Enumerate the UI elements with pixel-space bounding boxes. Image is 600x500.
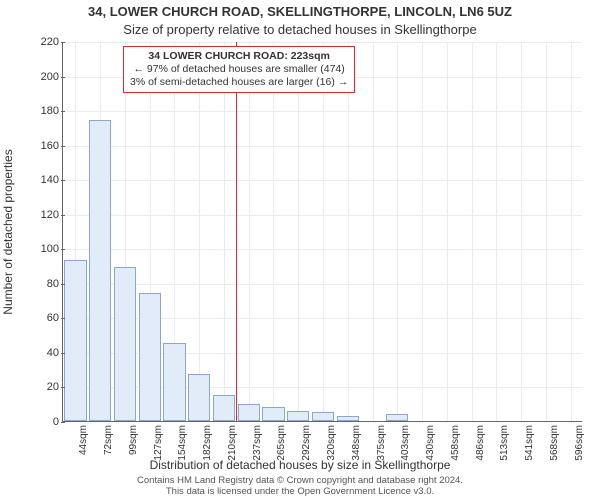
y-axis-label: Number of detached properties xyxy=(1,149,15,314)
x-axis-label: Distribution of detached houses by size … xyxy=(0,458,600,472)
x-tick: 265sqm xyxy=(276,425,287,461)
chart-title-main: 34, LOWER CHURCH ROAD, SKELLINGTHORPE, L… xyxy=(0,4,600,19)
histogram-bar xyxy=(213,395,235,421)
x-tick: 568sqm xyxy=(549,425,560,461)
y-tick: 60 xyxy=(47,312,59,324)
gridline-v xyxy=(224,42,225,421)
histogram-bar xyxy=(188,374,210,421)
gridline-v xyxy=(496,42,497,421)
gridline-v xyxy=(249,42,250,421)
y-tick: 200 xyxy=(41,71,59,83)
y-tick: 20 xyxy=(47,381,59,393)
x-tick: 182sqm xyxy=(202,425,213,461)
histogram-bar xyxy=(287,411,309,421)
histogram-bar xyxy=(139,293,161,421)
x-tick: 154sqm xyxy=(177,425,188,461)
y-tick: 120 xyxy=(41,209,59,221)
x-tick: 292sqm xyxy=(301,425,312,461)
histogram-bar xyxy=(89,120,111,421)
footer-text: Contains HM Land Registry data © Crown c… xyxy=(0,476,600,498)
x-tick: 403sqm xyxy=(400,425,411,461)
histogram-bar xyxy=(337,416,359,421)
x-tick: 541sqm xyxy=(524,425,535,461)
annotation-line-1: 34 LOWER CHURCH ROAD: 223sqm xyxy=(130,50,348,63)
gridline-v xyxy=(373,42,374,421)
chart-container: 34, LOWER CHURCH ROAD, SKELLINGTHORPE, L… xyxy=(0,0,600,500)
gridline-v xyxy=(199,42,200,421)
gridline-v xyxy=(397,42,398,421)
x-tick: 237sqm xyxy=(252,425,263,461)
y-tick: 140 xyxy=(41,174,59,186)
x-tick: 375sqm xyxy=(376,425,387,461)
x-tick: 127sqm xyxy=(153,425,164,461)
gridline-v xyxy=(571,42,572,421)
footer-line-2: This data is licensed under the Open Gov… xyxy=(166,486,434,497)
x-tick: 486sqm xyxy=(475,425,486,461)
gridline-v xyxy=(472,42,473,421)
histogram-bar xyxy=(163,343,185,421)
x-tick: 596sqm xyxy=(574,425,585,461)
x-tick: 99sqm xyxy=(128,425,139,455)
annotation-line-3: 3% of semi-detached houses are larger (1… xyxy=(130,76,348,89)
histogram-bar xyxy=(114,267,136,421)
annotation-box: 34 LOWER CHURCH ROAD: 223sqm ← 97% of de… xyxy=(123,46,355,93)
y-tick: 80 xyxy=(47,278,59,290)
histogram-bar xyxy=(262,407,284,421)
gridline-v xyxy=(348,42,349,421)
gridline-v xyxy=(521,42,522,421)
gridline-v xyxy=(323,42,324,421)
histogram-bar xyxy=(238,404,260,421)
annotation-line-2: ← 97% of detached houses are smaller (47… xyxy=(130,63,348,76)
footer-line-1: Contains HM Land Registry data © Crown c… xyxy=(137,475,463,486)
gridline-v xyxy=(273,42,274,421)
gridline-v xyxy=(422,42,423,421)
histogram-bar xyxy=(386,414,408,421)
y-tick: 180 xyxy=(41,105,59,117)
histogram-bar xyxy=(64,260,86,421)
y-tick: 160 xyxy=(41,140,59,152)
y-tick: 40 xyxy=(47,347,59,359)
y-tick: 0 xyxy=(53,416,59,428)
y-tick: 220 xyxy=(41,36,59,48)
plot-area: 34 LOWER CHURCH ROAD: 223sqm ← 97% of de… xyxy=(62,42,582,422)
gridline-v xyxy=(447,42,448,421)
gridline-v xyxy=(298,42,299,421)
y-tick: 100 xyxy=(41,243,59,255)
x-tick: 44sqm xyxy=(78,425,89,455)
x-tick: 72sqm xyxy=(103,425,114,455)
x-tick: 513sqm xyxy=(499,425,510,461)
chart-title-sub: Size of property relative to detached ho… xyxy=(0,22,600,37)
histogram-bar xyxy=(312,412,334,421)
x-tick: 430sqm xyxy=(425,425,436,461)
x-tick: 320sqm xyxy=(326,425,337,461)
gridline-v xyxy=(546,42,547,421)
property-marker-line xyxy=(236,42,237,421)
x-tick: 210sqm xyxy=(227,425,238,461)
x-tick: 348sqm xyxy=(351,425,362,461)
x-tick: 458sqm xyxy=(450,425,461,461)
